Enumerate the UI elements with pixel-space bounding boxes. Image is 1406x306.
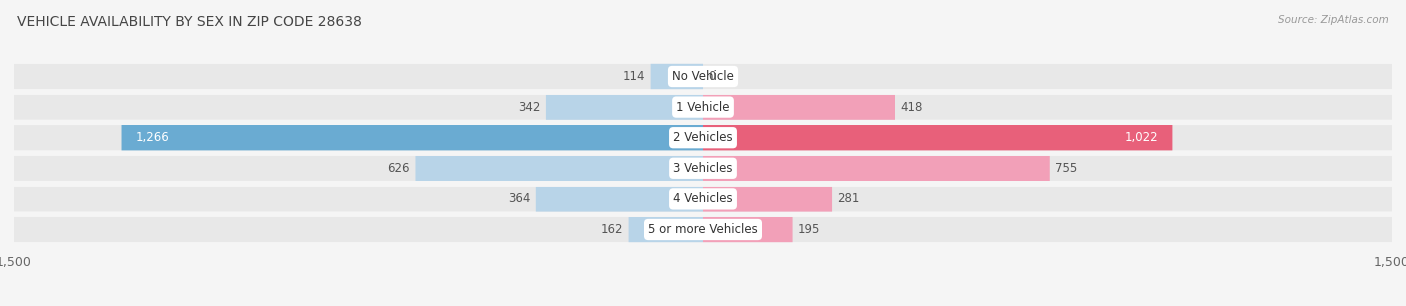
FancyBboxPatch shape bbox=[11, 156, 1395, 181]
Text: 114: 114 bbox=[623, 70, 645, 83]
Text: 2 Vehicles: 2 Vehicles bbox=[673, 131, 733, 144]
Text: 755: 755 bbox=[1056, 162, 1077, 175]
Text: 162: 162 bbox=[600, 223, 623, 236]
Text: 1,266: 1,266 bbox=[135, 131, 169, 144]
Text: 5 or more Vehicles: 5 or more Vehicles bbox=[648, 223, 758, 236]
Text: Source: ZipAtlas.com: Source: ZipAtlas.com bbox=[1278, 15, 1389, 25]
Text: 364: 364 bbox=[508, 192, 530, 205]
FancyBboxPatch shape bbox=[703, 155, 1050, 181]
Text: 418: 418 bbox=[900, 101, 922, 114]
FancyBboxPatch shape bbox=[703, 217, 793, 242]
Text: VEHICLE AVAILABILITY BY SEX IN ZIP CODE 28638: VEHICLE AVAILABILITY BY SEX IN ZIP CODE … bbox=[17, 15, 361, 29]
FancyBboxPatch shape bbox=[546, 94, 703, 120]
Text: 342: 342 bbox=[517, 101, 540, 114]
Text: 626: 626 bbox=[388, 162, 411, 175]
Text: 1,022: 1,022 bbox=[1125, 131, 1159, 144]
FancyBboxPatch shape bbox=[11, 217, 1395, 242]
FancyBboxPatch shape bbox=[628, 217, 703, 242]
Text: 0: 0 bbox=[709, 70, 716, 83]
Text: 281: 281 bbox=[838, 192, 860, 205]
Text: 3 Vehicles: 3 Vehicles bbox=[673, 162, 733, 175]
FancyBboxPatch shape bbox=[651, 64, 703, 89]
FancyBboxPatch shape bbox=[703, 94, 896, 120]
FancyBboxPatch shape bbox=[11, 64, 1395, 89]
Text: 1 Vehicle: 1 Vehicle bbox=[676, 101, 730, 114]
FancyBboxPatch shape bbox=[121, 125, 703, 150]
Text: 195: 195 bbox=[799, 223, 821, 236]
FancyBboxPatch shape bbox=[536, 186, 703, 212]
FancyBboxPatch shape bbox=[11, 95, 1395, 120]
FancyBboxPatch shape bbox=[11, 186, 1395, 211]
Text: 4 Vehicles: 4 Vehicles bbox=[673, 192, 733, 205]
FancyBboxPatch shape bbox=[416, 155, 703, 181]
Text: No Vehicle: No Vehicle bbox=[672, 70, 734, 83]
FancyBboxPatch shape bbox=[703, 125, 1173, 150]
FancyBboxPatch shape bbox=[703, 186, 832, 212]
FancyBboxPatch shape bbox=[11, 125, 1395, 150]
